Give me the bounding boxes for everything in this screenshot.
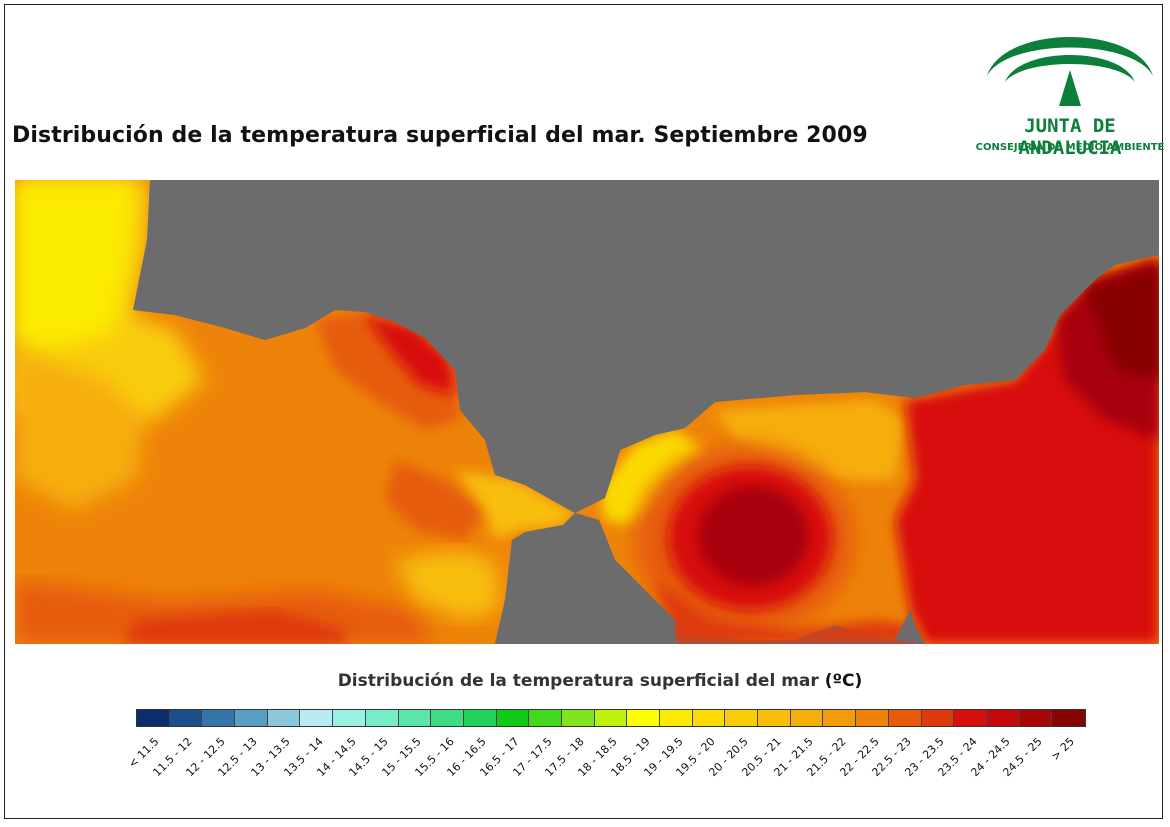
legend-swatch	[888, 710, 922, 726]
color-legend	[136, 709, 1086, 727]
logo-name: JUNTA DE ANDALUCIA	[1018, 115, 1122, 159]
legend-swatch	[1052, 710, 1085, 726]
legend-swatch	[986, 710, 1020, 726]
legend-swatch	[594, 710, 628, 726]
legend-swatch	[169, 710, 203, 726]
logo-emblem-icon	[987, 37, 1153, 106]
africa-east-land	[895, 610, 925, 644]
legend-swatch	[137, 710, 170, 726]
legend-swatch	[496, 710, 530, 726]
legend-swatch	[921, 710, 955, 726]
legend-swatch	[725, 710, 759, 726]
legend-swatch	[431, 710, 464, 726]
legend-swatch	[660, 710, 693, 726]
legend-swatch	[235, 710, 268, 726]
map-svg	[15, 180, 1159, 644]
legend-swatch	[823, 710, 857, 726]
legend-swatch	[954, 710, 987, 726]
legend-swatch	[856, 710, 889, 726]
logo-subtitle: CONSEJERÍA DE MEDIO AMBIENTE	[975, 142, 1165, 153]
legend-swatch	[365, 710, 399, 726]
legend-swatch	[333, 710, 366, 726]
legend-swatch	[1019, 710, 1053, 726]
legend-swatch	[300, 710, 334, 726]
legend-swatch	[267, 710, 301, 726]
africa-land	[495, 513, 675, 644]
legend-swatch	[398, 710, 432, 726]
legend-swatch	[202, 710, 236, 726]
page-title: Distribución de la temperatura superfici…	[12, 123, 868, 148]
legend-swatch	[692, 710, 726, 726]
legend-swatch	[790, 710, 824, 726]
legend-swatch	[561, 710, 595, 726]
legend-swatch	[758, 710, 791, 726]
legend-swatch	[529, 710, 562, 726]
legend-swatch	[463, 710, 497, 726]
legend-swatch	[627, 710, 660, 726]
junta-andalucia-logo: JUNTA DE ANDALUCIA CONSEJERÍA DE MEDIO A…	[975, 14, 1165, 159]
page-frame	[4, 4, 1163, 819]
legend-title: Distribución de la temperatura superfici…	[0, 671, 1170, 691]
iberia-land	[133, 180, 1159, 513]
legend-unit: (ºC)	[824, 671, 863, 691]
legend-title-text: Distribución de la temperatura superfici…	[337, 671, 819, 691]
sea-temperature-map	[15, 180, 1159, 644]
